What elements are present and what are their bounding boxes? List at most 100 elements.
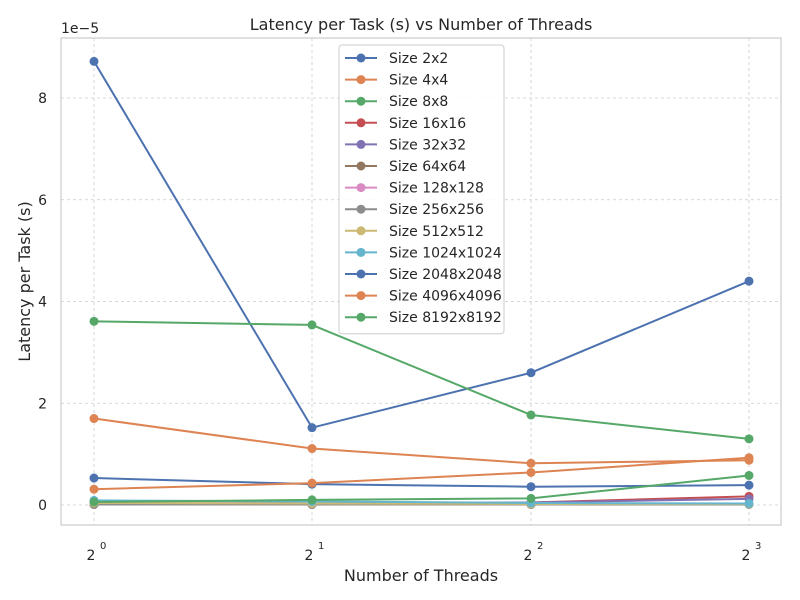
y-tick-label: 2 (38, 396, 47, 412)
legend-item: Size 4096x4096 (345, 289, 502, 305)
data-point (89, 56, 99, 66)
data-point (744, 470, 754, 480)
legend-item: Size 1024x1024 (345, 245, 502, 261)
y-tick-label: 6 (38, 193, 47, 209)
series-group (89, 56, 754, 509)
legend-label: Size 2x2 (389, 51, 448, 67)
y-axis-label: Latency per Task (s) (15, 201, 34, 361)
legend-marker (356, 118, 366, 128)
series-line (93, 320, 750, 440)
legend-label: Size 512x512 (389, 224, 484, 240)
legend-label: Size 1024x1024 (389, 245, 502, 261)
data-point (307, 444, 317, 454)
legend-label: Size 8x8 (389, 94, 448, 110)
legend-marker (356, 226, 366, 236)
x-tick-label: 22 (524, 541, 544, 564)
x-axis-label: Number of Threads (344, 566, 498, 585)
legend-label: Size 4x4 (389, 73, 448, 89)
legend-marker (356, 269, 366, 279)
data-point (307, 478, 317, 488)
data-point (89, 414, 99, 424)
data-point (744, 480, 754, 490)
legend-label: Size 128x128 (389, 181, 484, 197)
legend-marker (356, 75, 366, 85)
legend-label: Size 32x32 (389, 137, 466, 153)
legend-marker (356, 204, 366, 214)
legend-item: Size 32x32 (345, 137, 466, 153)
plot-frame (60, 37, 782, 526)
data-point (526, 493, 536, 503)
data-point (89, 484, 99, 494)
data-point (744, 434, 754, 444)
x-tick-label: 21 (305, 541, 325, 564)
x-tick-exponent: 0 (100, 541, 106, 552)
legend-label: Size 256x256 (389, 202, 484, 218)
legend-label: Size 16x16 (389, 116, 466, 132)
legend-item: Size 16x16 (345, 116, 466, 132)
legend-label: Size 8192x8192 (389, 310, 502, 326)
y-tick-label: 8 (38, 91, 47, 107)
legend-marker (356, 183, 366, 193)
data-point (744, 498, 754, 508)
series-line (93, 477, 750, 488)
chart-title: Latency per Task (s) vs Number of Thread… (250, 15, 593, 34)
data-point (307, 495, 317, 505)
series-11 (89, 453, 754, 494)
series-line (93, 456, 750, 491)
legend-label: Size 64x64 (389, 159, 466, 175)
data-point (526, 410, 536, 420)
legend-marker (356, 161, 366, 171)
series-line (93, 60, 750, 429)
y-tick-label: 4 (38, 295, 47, 311)
legend-item: Size 8x8 (345, 94, 448, 110)
data-point (744, 453, 754, 463)
x-tick-base: 2 (87, 548, 96, 564)
legend-item: Size 128x128 (345, 181, 484, 197)
legend: Size 2x2 Size 4x4 Size 8x8 Size 16x16 Size 3… (338, 44, 505, 335)
legend-marker (356, 96, 366, 106)
legend-item: Size 64x64 (345, 159, 466, 175)
legend-label: Size 4096x4096 (389, 289, 502, 305)
y-axis-ticks: 0 2 4 6 8 (38, 91, 47, 514)
legend-marker (356, 312, 366, 322)
legend-box (338, 44, 505, 335)
data-point (89, 473, 99, 483)
series-12 (89, 470, 754, 507)
data-point (744, 276, 754, 286)
legend-item: Size 4x4 (345, 73, 448, 89)
data-point (526, 482, 536, 492)
x-tick-label: 23 (742, 541, 762, 564)
data-point (307, 423, 317, 433)
legend-marker (356, 247, 366, 257)
y-axis-offset-label: 1e−5 (61, 21, 99, 37)
legend-marker (356, 291, 366, 301)
data-point (89, 316, 99, 326)
data-point (307, 320, 317, 330)
x-tick-base: 2 (524, 548, 533, 564)
legend-marker (356, 139, 366, 149)
legend-label: Size 2048x2048 (389, 267, 502, 283)
x-tick-exponent: 2 (537, 541, 543, 552)
legend-item: Size 512x512 (345, 224, 484, 240)
series-line (93, 474, 750, 503)
legend-marker (356, 53, 366, 63)
series-line (93, 417, 750, 465)
series-0 (89, 56, 754, 433)
x-tick-label: 20 (87, 541, 107, 564)
data-point (526, 467, 536, 477)
legend-item: Size 256x256 (345, 202, 484, 218)
data-point (526, 458, 536, 468)
x-tick-exponent: 1 (318, 541, 324, 552)
x-tick-exponent: 3 (755, 541, 761, 552)
series-2 (89, 316, 754, 444)
y-tick-label: 0 (38, 498, 47, 514)
legend-item: Size 2048x2048 (345, 267, 502, 283)
x-tick-base: 2 (742, 548, 751, 564)
legend-item: Size 2x2 (345, 51, 448, 67)
x-tick-base: 2 (305, 548, 314, 564)
data-point (526, 368, 536, 378)
data-point (89, 497, 99, 507)
legend-item: Size 8192x8192 (345, 310, 502, 326)
